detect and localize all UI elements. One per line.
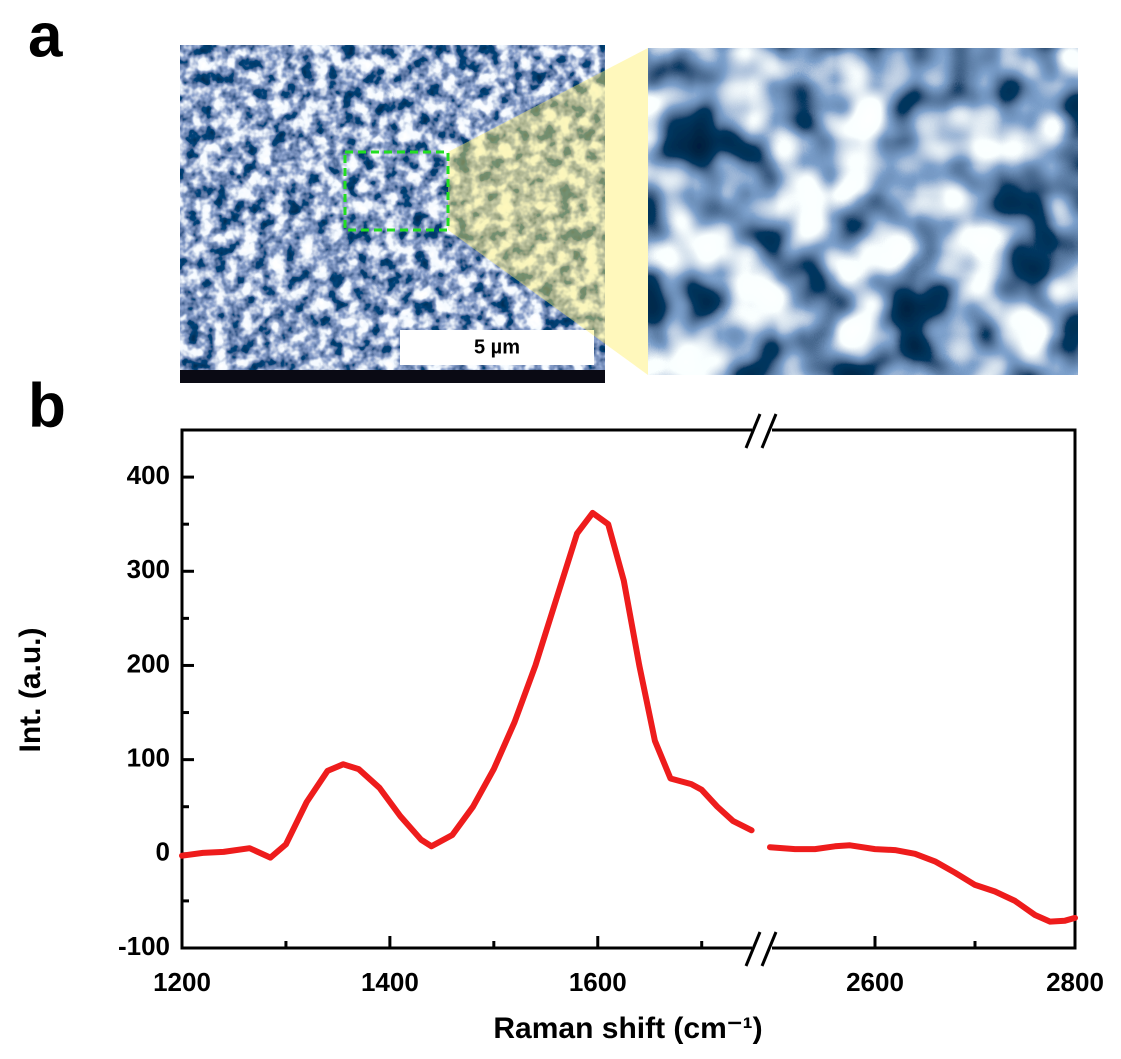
info-strip [180,370,605,383]
x-tick-label: 1200 [153,967,211,997]
zoom-cone [448,48,648,375]
y-axis-label: Int. (a.u.) [14,628,47,753]
y-tick-label: 300 [127,554,170,584]
y-tick-label: 100 [127,743,170,773]
y-tick-label: 400 [127,460,170,490]
chart: Raman shift (cm⁻¹) Int. (a.u.) [14,413,1077,1045]
scale-bar-box [400,330,594,365]
x-axis-label: Raman shift (cm⁻¹) [493,1012,762,1045]
y-tick-label: -100 [118,931,170,961]
y-tick-label: 200 [127,648,170,678]
y-tick-label: 0 [156,837,170,867]
panel-label: a [28,1,63,70]
x-tick-label: 1400 [361,967,419,997]
axis-break-marks [744,413,778,967]
panel-label: b [28,371,66,440]
x-tick-label: 2800 [1046,967,1104,997]
x-tick-label: 2600 [846,967,904,997]
x-tick-label: 1600 [569,967,627,997]
spectrum-line [179,509,755,861]
sem-image-overview: 5 µm [180,45,605,383]
scale-bar-label: 5 µm [474,336,520,358]
sem-image-zoom [648,48,1078,375]
spectrum-line [767,842,1078,925]
plot-frame [180,428,1077,950]
sem-texture [180,45,605,383]
